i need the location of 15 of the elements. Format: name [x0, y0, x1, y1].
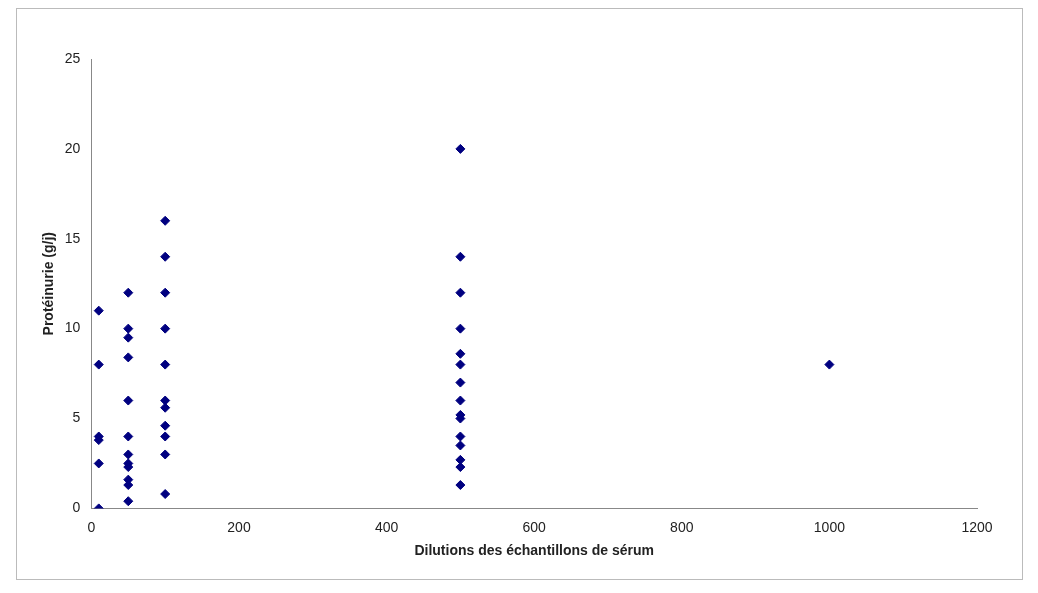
y-tick-label: 5 — [72, 409, 81, 426]
x-tick-label: 600 — [522, 518, 547, 535]
x-tick-label: 400 — [374, 518, 399, 535]
y-tick-label: 0 — [72, 499, 81, 516]
x-tick-label: 200 — [227, 518, 251, 535]
x-axis-title: Dilutions des échantillons de sérum — [414, 542, 654, 559]
x-tick-label: 0 — [87, 518, 96, 535]
y-tick-label: 25 — [64, 49, 81, 66]
y-axis-title: Protéinurie (g/j) — [40, 231, 57, 336]
x-tick-label: 1000 — [813, 518, 846, 535]
x-tick-label: 800 — [670, 518, 694, 535]
y-tick-label: 10 — [64, 319, 81, 336]
x-tick-label: 1200 — [961, 518, 993, 535]
y-tick-label: 15 — [64, 229, 81, 246]
y-tick-label: 20 — [64, 139, 81, 156]
